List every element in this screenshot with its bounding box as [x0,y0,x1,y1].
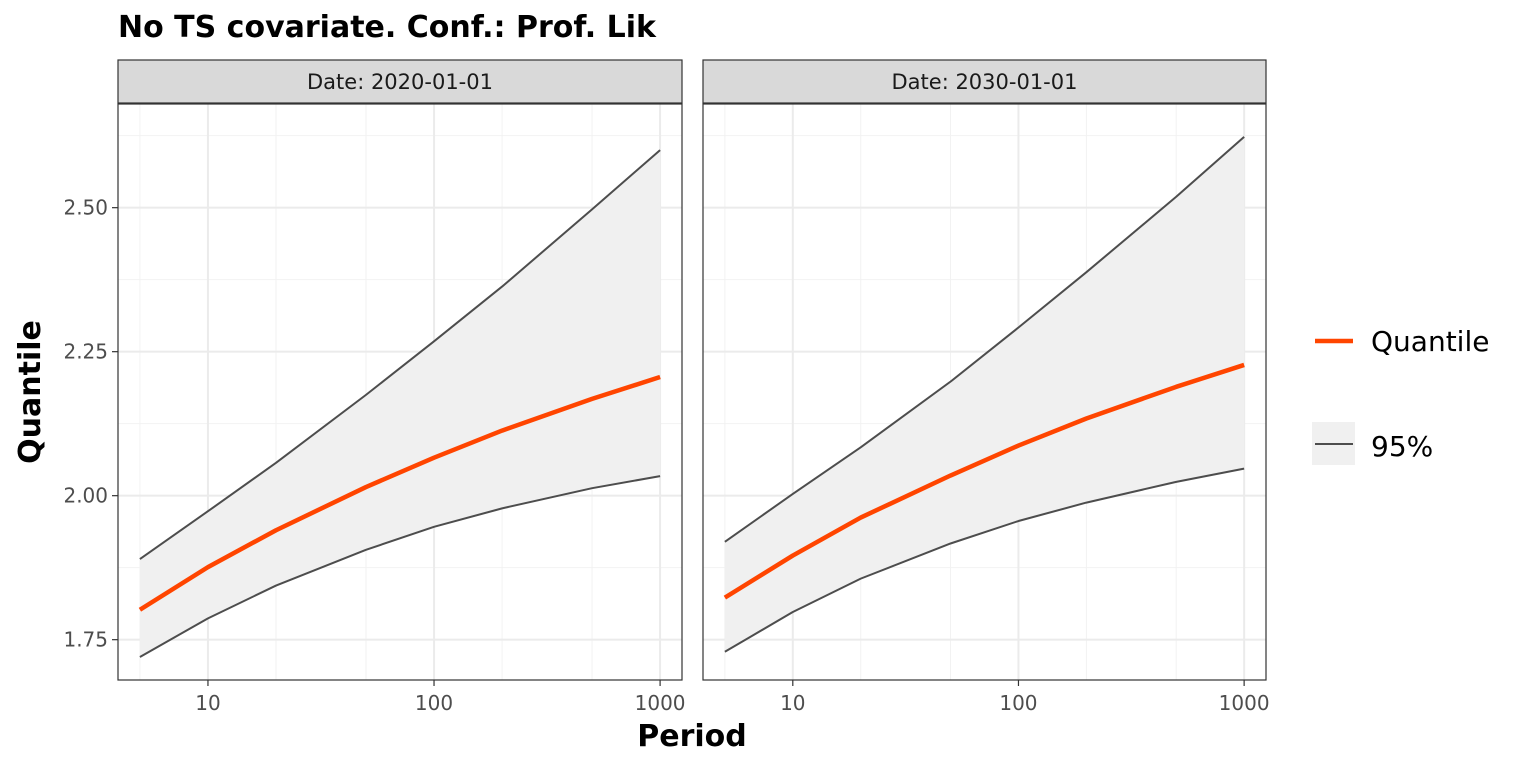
panels: Date: 2020-01-01 10 100 1000 1.75 2.00 2.25 2.5… [63,59,1270,715]
panel-border [117,103,683,681]
ci-ribbon [139,150,661,657]
x-tick-label: 100 [999,691,1037,715]
panel-1: Date: 2020-01-01 10 100 1000 1.75 2.00 2.25 2.5… [63,59,686,715]
legend-ci-label: 95% [1371,430,1433,463]
y-tick-label: 2.50 [63,196,108,220]
ci-upper-line [139,149,661,560]
facet-strip-label: Date: 2030-01-01 [892,70,1078,94]
panel-2: Date: 2030-01-01 10 100 1000 [702,59,1270,715]
y-axis-title: Quantile [13,320,48,464]
y-tick-label: 1.75 [63,628,108,652]
ci-lower-line [139,475,661,658]
x-tick-label: 100 [415,691,453,715]
ci-lower-line [724,467,1245,653]
facet-strip [702,59,1267,104]
x-tick-label: 10 [780,691,805,715]
x-axis-title: Period [637,719,747,754]
ci-upper-line [724,136,1245,543]
x-tick-label: 10 [195,691,220,715]
panel-border [702,103,1267,681]
quantile-line [138,374,661,612]
y-tick-label: 2.25 [63,340,108,364]
legend-quantile-label: Quantile [1371,325,1489,358]
legend: Quantile 95% [1312,325,1489,465]
quantile-line [723,362,1245,600]
y-tick-label: 2.00 [63,484,108,508]
chart-title: No TS covariate. Conf.: Prof. Lik [118,10,657,45]
x-tick-label: 1000 [1219,691,1270,715]
facet-strip [117,59,683,104]
x-tick-label: 1000 [635,691,686,715]
facet-strip-label: Date: 2020-01-01 [307,70,493,94]
